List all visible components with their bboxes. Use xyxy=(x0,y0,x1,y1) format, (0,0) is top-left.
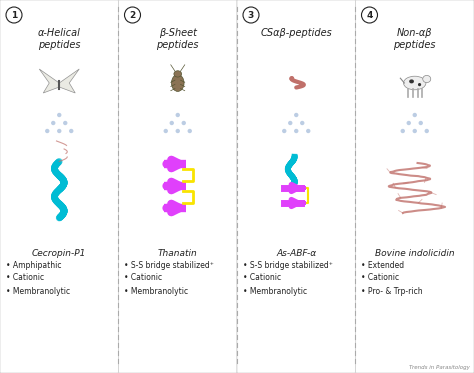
Circle shape xyxy=(45,129,49,133)
Text: • Membranolytic: • Membranolytic xyxy=(6,286,70,295)
Circle shape xyxy=(306,129,310,133)
Circle shape xyxy=(282,129,286,133)
FancyBboxPatch shape xyxy=(237,0,356,373)
Text: • Pro- & Trp-rich: • Pro- & Trp-rich xyxy=(362,286,423,295)
Text: 1: 1 xyxy=(11,10,17,19)
FancyBboxPatch shape xyxy=(118,0,237,373)
Circle shape xyxy=(288,121,292,125)
Circle shape xyxy=(419,121,423,125)
Text: 4: 4 xyxy=(366,10,373,19)
Text: As-ABF-α: As-ABF-α xyxy=(276,248,316,257)
FancyBboxPatch shape xyxy=(0,0,118,373)
Text: • Cationic: • Cationic xyxy=(243,273,281,282)
Circle shape xyxy=(51,121,55,125)
Text: • S-S bridge stabilized⁺: • S-S bridge stabilized⁺ xyxy=(243,260,333,270)
Circle shape xyxy=(69,129,73,133)
Text: 2: 2 xyxy=(129,10,136,19)
Ellipse shape xyxy=(174,71,182,77)
Circle shape xyxy=(425,129,429,133)
Text: Thanatin: Thanatin xyxy=(158,248,198,257)
Text: • Amphipathic: • Amphipathic xyxy=(6,260,62,270)
Text: • Membranolytic: • Membranolytic xyxy=(243,286,307,295)
Text: • S-S bridge stabilized⁺: • S-S bridge stabilized⁺ xyxy=(125,260,214,270)
Ellipse shape xyxy=(172,75,184,91)
Circle shape xyxy=(57,129,62,133)
Circle shape xyxy=(170,121,174,125)
Circle shape xyxy=(243,7,259,23)
Circle shape xyxy=(294,129,299,133)
Text: Non-αβ
peptides: Non-αβ peptides xyxy=(393,28,436,50)
Circle shape xyxy=(125,7,140,23)
Circle shape xyxy=(294,113,299,117)
Text: • Membranolytic: • Membranolytic xyxy=(125,286,189,295)
Text: β-Sheet
peptides: β-Sheet peptides xyxy=(156,28,199,50)
Circle shape xyxy=(175,113,180,117)
Circle shape xyxy=(412,129,417,133)
Text: Bovine indolicidin: Bovine indolicidin xyxy=(375,248,455,257)
Circle shape xyxy=(164,129,168,133)
Circle shape xyxy=(175,129,180,133)
FancyBboxPatch shape xyxy=(356,0,474,373)
Circle shape xyxy=(412,113,417,117)
Ellipse shape xyxy=(423,75,431,82)
Text: • Cationic: • Cationic xyxy=(125,273,163,282)
Circle shape xyxy=(182,121,186,125)
Text: α-Helical
peptides: α-Helical peptides xyxy=(38,28,81,50)
Circle shape xyxy=(300,121,304,125)
Text: 3: 3 xyxy=(248,10,254,19)
Polygon shape xyxy=(59,69,79,93)
Text: • Cationic: • Cationic xyxy=(362,273,400,282)
Ellipse shape xyxy=(403,76,426,90)
Circle shape xyxy=(289,76,294,81)
Circle shape xyxy=(63,121,67,125)
Circle shape xyxy=(401,129,405,133)
Circle shape xyxy=(6,7,22,23)
Circle shape xyxy=(188,129,192,133)
Text: Trends in Parasitology: Trends in Parasitology xyxy=(409,365,470,370)
Text: • Cationic: • Cationic xyxy=(6,273,44,282)
Text: CSαβ-peptides: CSαβ-peptides xyxy=(260,28,332,38)
Circle shape xyxy=(362,7,377,23)
Text: Cecropin-P1: Cecropin-P1 xyxy=(32,248,86,257)
Circle shape xyxy=(57,113,62,117)
Circle shape xyxy=(407,121,411,125)
Text: • Extended: • Extended xyxy=(362,260,405,270)
Polygon shape xyxy=(39,69,59,93)
Ellipse shape xyxy=(418,83,421,86)
Ellipse shape xyxy=(409,79,414,84)
